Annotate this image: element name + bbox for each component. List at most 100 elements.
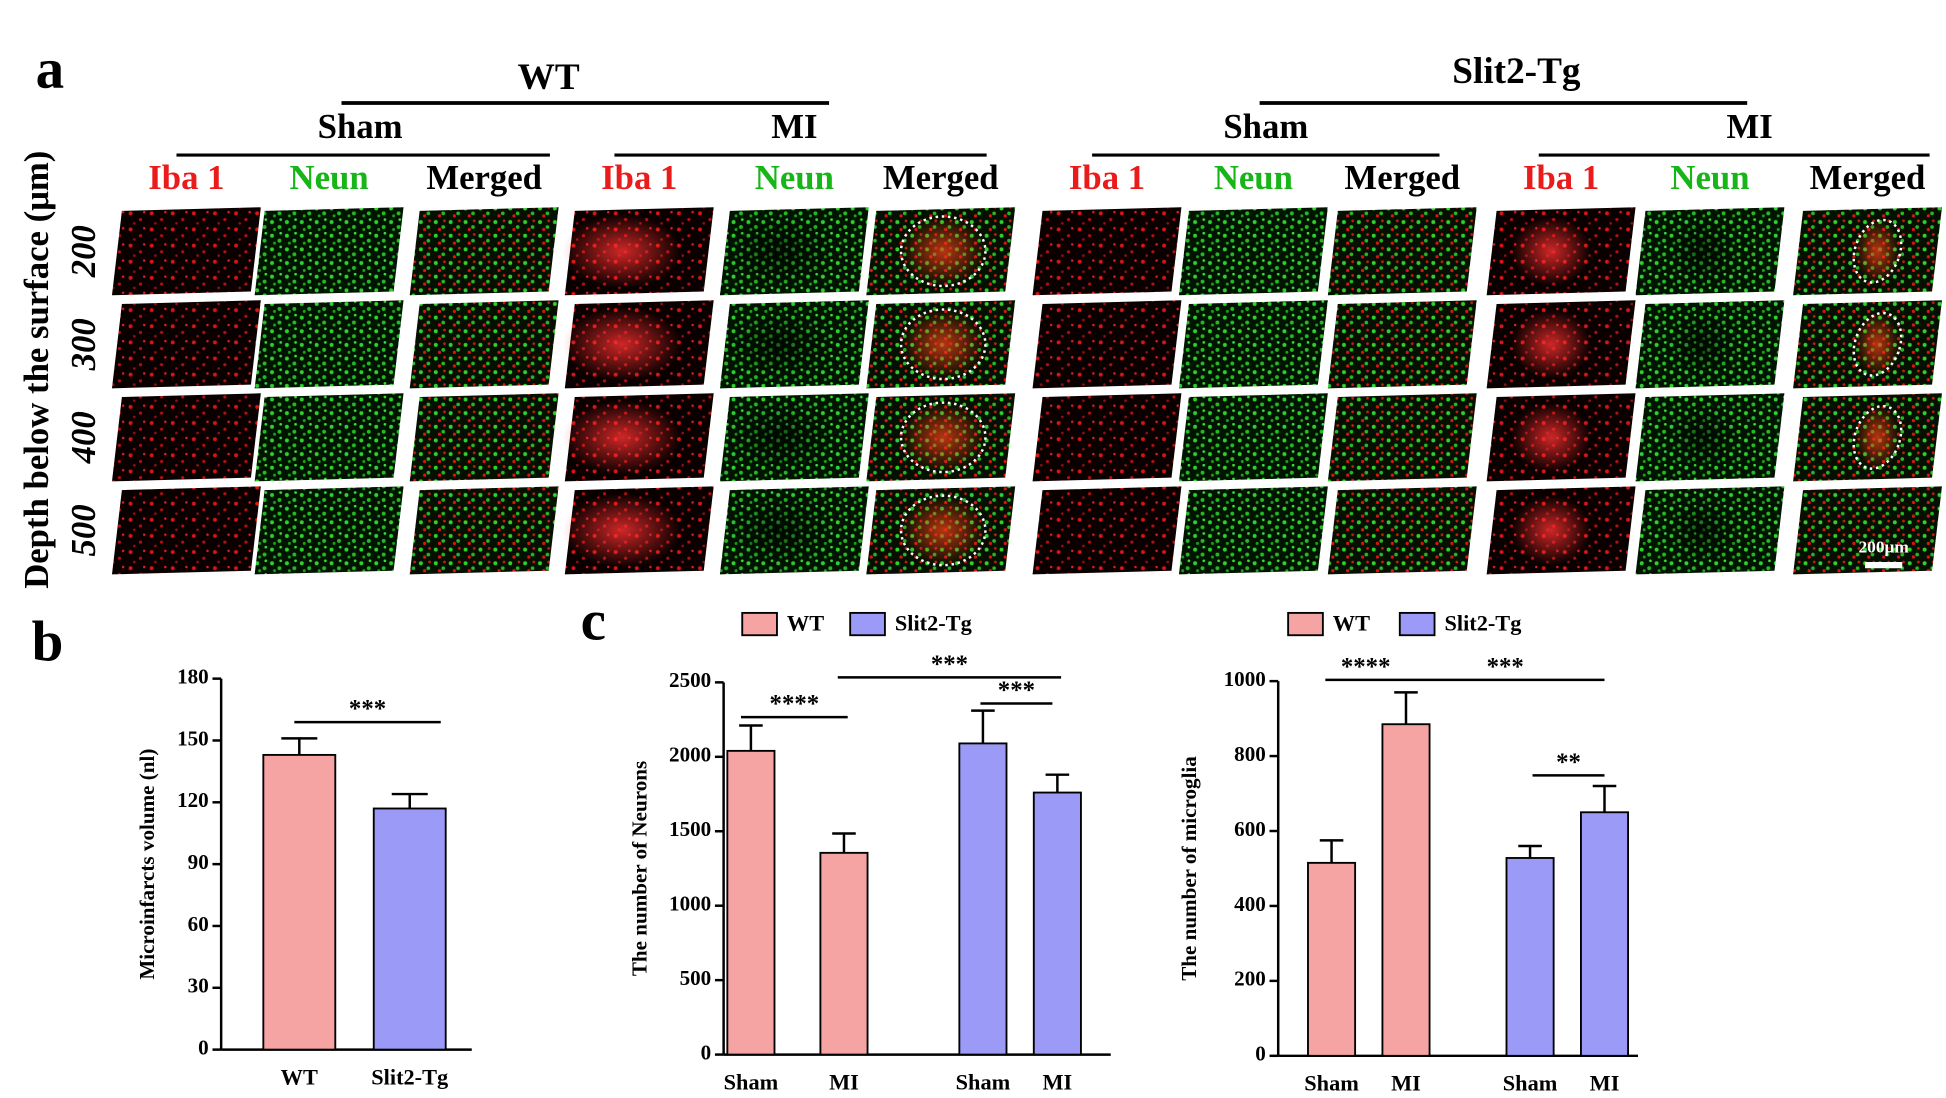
micrograph [111, 207, 261, 296]
channel-label: Neun [755, 158, 834, 197]
lesion-signal [1511, 495, 1591, 566]
y-tick-label: 500 [680, 966, 712, 990]
y-tick-label: 800 [1234, 742, 1266, 766]
y-axis-label: Microinfarcts volume (nl) [135, 749, 159, 980]
legend-label: Slit2-Tg [895, 610, 972, 635]
legend-swatch [1398, 611, 1436, 637]
lesion-void [724, 214, 835, 289]
depth-label: 400 [64, 411, 103, 464]
micrograph [1327, 393, 1477, 482]
micrograph [409, 207, 559, 296]
significance-label: **** [1341, 653, 1391, 680]
micrograph [1327, 207, 1477, 296]
depth-label: 200 [64, 225, 103, 278]
depth-label: 500 [64, 504, 103, 556]
lesion-void [1667, 309, 1738, 380]
scale-bar [1865, 562, 1903, 569]
lesion-signal [901, 402, 986, 473]
micrograph [111, 486, 261, 575]
panel-label: c [581, 590, 606, 653]
lesion-void [1667, 216, 1738, 286]
condition-title: MI [1727, 107, 1773, 146]
significance-label: *** [349, 696, 386, 723]
micrograph [409, 486, 559, 575]
micrograph [1032, 300, 1182, 389]
y-tick-label: 0 [198, 1035, 209, 1059]
lesion-outline [899, 308, 987, 381]
legend-swatch [741, 611, 778, 637]
lesion-outline [899, 494, 987, 567]
micrograph [1178, 393, 1328, 482]
channel-label: Merged [883, 158, 999, 197]
significance-label: *** [931, 651, 968, 678]
bar [1307, 861, 1357, 1057]
bar [1505, 857, 1555, 1057]
y-tick-label: 2500 [669, 668, 711, 692]
x-tick-label: Sham [956, 1069, 1011, 1094]
channel-label: Merged [426, 158, 542, 197]
lesion-signal [562, 214, 682, 289]
lesion-void [724, 400, 835, 475]
x-tick-label: Sham [1304, 1071, 1359, 1096]
condition-title: Sham [1223, 107, 1308, 146]
bar [1580, 811, 1630, 1057]
legend-label: Slit2-Tg [1444, 610, 1521, 635]
lesion-signal [1855, 405, 1900, 470]
channel-label: Neun [1670, 158, 1749, 197]
micrograph [111, 300, 261, 389]
y-tick-label: 180 [177, 664, 209, 688]
lesion-void [1667, 495, 1738, 566]
channel-label: Iba 1 [1069, 158, 1145, 197]
lesion-signal [562, 493, 682, 568]
condition-title: Sham [318, 107, 403, 146]
micrograph [409, 393, 559, 482]
lesion-signal [901, 216, 986, 286]
y-tick-label: 30 [188, 974, 209, 998]
bar [262, 753, 337, 1051]
y-tick-label: 1000 [1224, 667, 1266, 691]
y-tick-label: 90 [188, 850, 209, 874]
x-tick-label: MI [1042, 1069, 1072, 1094]
lesion-signal [1855, 312, 1900, 377]
legend-swatch [849, 611, 886, 637]
x-tick-label: MI [829, 1069, 859, 1094]
group-title: WT [518, 57, 580, 98]
lesion-signal [1511, 309, 1591, 380]
x-tick-label: WT [281, 1065, 318, 1090]
legend-swatch [1287, 611, 1324, 637]
lesion-signal [1511, 402, 1591, 473]
lesion-signal [1511, 216, 1591, 286]
micrograph [254, 486, 404, 575]
y-tick-label: 400 [1234, 892, 1266, 916]
significance-label: *** [1487, 653, 1524, 680]
legend-label: WT [787, 610, 824, 635]
micrograph [254, 207, 404, 296]
y-tick-label: 60 [188, 912, 209, 936]
micrograph [1032, 393, 1182, 482]
lesion-signal [562, 400, 682, 475]
channel-label: Neun [1214, 158, 1293, 197]
y-tick-label: 120 [177, 788, 209, 812]
legend-label: WT [1333, 610, 1370, 635]
x-tick-label: Sham [1503, 1071, 1558, 1096]
significance-label: ** [1556, 749, 1581, 776]
bar [1381, 723, 1431, 1057]
channel-label: Iba 1 [601, 158, 677, 197]
micrograph [1327, 486, 1477, 575]
y-tick-label: 1000 [669, 892, 711, 916]
channel-label: Iba 1 [1523, 158, 1599, 197]
micrograph [1793, 486, 1942, 575]
micrograph [1178, 207, 1328, 296]
significance-label: **** [770, 691, 820, 718]
scale-bar-label: 200μm [1858, 537, 1909, 556]
y-axis-label: The number of Neurons [628, 761, 652, 976]
bar [372, 807, 447, 1051]
y-axis-label: The number of microglia [1177, 756, 1201, 981]
lesion-void [724, 307, 835, 382]
bar [726, 749, 776, 1056]
micrograph [409, 300, 559, 389]
lesion-outline [899, 215, 987, 288]
y-tick-label: 0 [701, 1040, 712, 1064]
panel-label: a [36, 38, 65, 101]
